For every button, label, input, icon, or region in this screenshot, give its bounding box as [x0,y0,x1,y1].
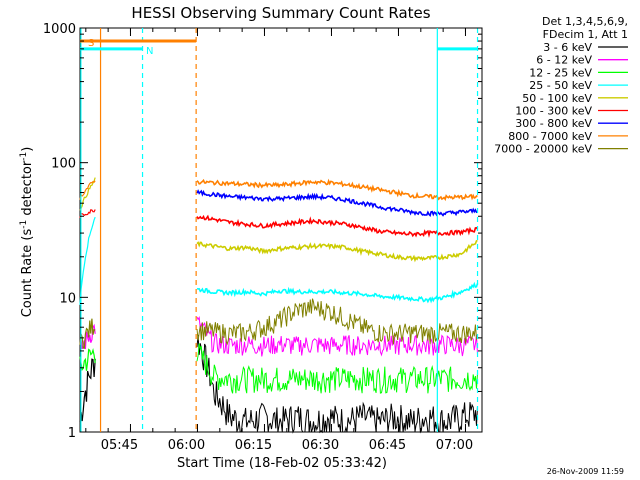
x-tick-label: 05:45 [101,438,138,453]
series-layer [79,177,479,434]
legend-label: 800 - 7000 keV [508,130,592,143]
legend-label: 50 - 100 keV [522,92,592,105]
legend-header: Det 1,3,4,5,6,9, FDecim 1, Att 1 [542,15,628,41]
series-line [196,281,479,304]
y-axis-label: Count Rate (s-1 detector-1) [19,147,35,318]
series-line-pre [79,177,96,211]
x-tick-label: 06:45 [369,438,406,453]
series-line [196,334,478,434]
legend-label: 25 - 50 keV [529,79,592,92]
x-tick-label: 06:30 [302,438,339,453]
series-line [196,239,478,263]
legend-label: 300 - 800 keV [515,117,592,130]
series-line [196,343,478,394]
y-tick-label: 1000 [43,22,76,37]
y-tick-label: 10 [59,291,76,306]
series-line-pre [79,358,96,422]
series-line [196,178,478,202]
flag-label: S [88,38,94,49]
y-tick-label: 100 [51,157,76,172]
footer-timestamp: 26-Nov-2009 11:59 [547,467,624,476]
x-tick-label: 06:15 [235,438,272,453]
series-line-pre [79,318,96,349]
series-line-pre [79,209,96,219]
chart-title: HESSI Observing Summary Count Rates [131,4,430,22]
series-line-300-800 [196,189,478,218]
plot-frame [79,27,483,433]
legend-label: 12 - 25 keV [529,66,592,79]
legend-header-line1: Det 1,3,4,5,6,9, [542,15,628,28]
legend-label: 7000 - 20000 keV [494,143,592,156]
legend-label: 3 - 6 keV [543,41,592,54]
series-line-pre [79,180,96,200]
series-line [196,298,478,346]
marker-layer: SN [80,28,479,432]
axis-layer: 1 10 100 1000 05:45 06:00 06:15 06:30 06:45 07:00 [43,22,482,453]
legend-header-line2: FDecim 1, Att 1 [543,28,628,41]
x-tick-label: 06:00 [168,438,205,453]
y-tick-label: 1 [68,426,76,441]
series-line [196,214,479,238]
series-line-pre [79,216,96,305]
series-line-pre [79,348,96,372]
legend-label: 100 - 300 keV [515,105,592,118]
x-axis-label: Start Time (18-Feb-02 05:33:42) [177,456,387,471]
x-tick-label: 07:00 [436,438,473,453]
flag-label: N [146,46,153,57]
legend-label: 6 - 12 keV [536,54,592,67]
